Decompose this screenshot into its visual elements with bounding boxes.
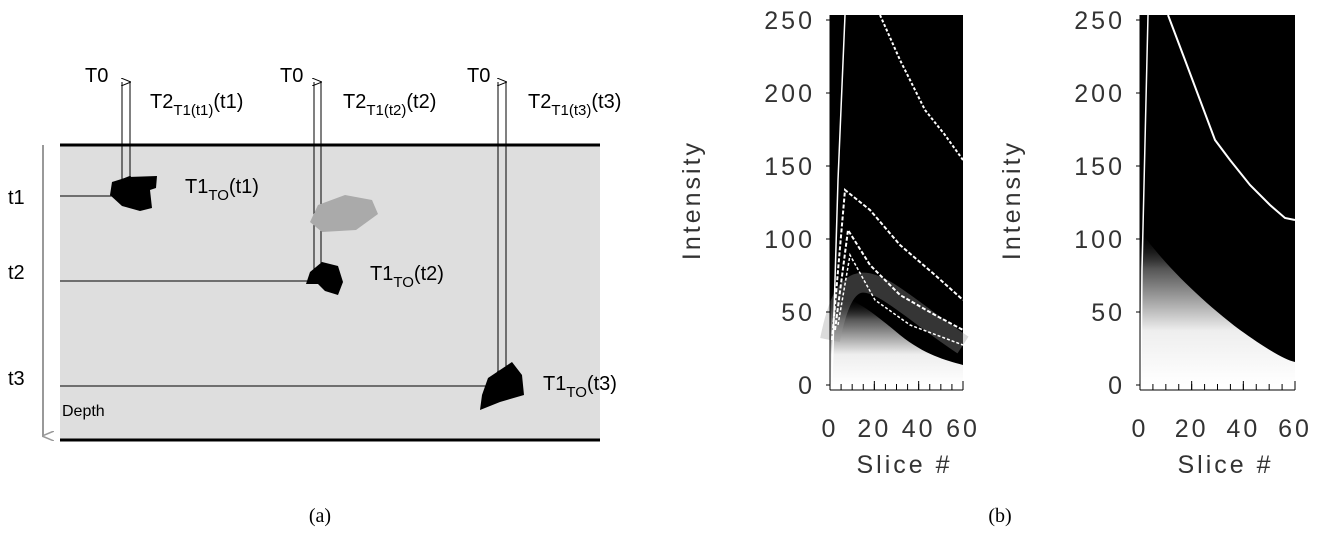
y-tick-label: 250 xyxy=(764,7,815,35)
x-axis-label: Slice # xyxy=(1177,451,1273,479)
x-tick-label: 60 xyxy=(946,415,980,443)
y-tick-label: 50 xyxy=(781,299,815,327)
depth-tick: t2 xyxy=(8,262,25,284)
transmit-label: T0 xyxy=(467,65,490,87)
label-sub: TO xyxy=(393,274,414,291)
y-tick-label: 250 xyxy=(1074,7,1125,35)
y-tick-label: 100 xyxy=(764,226,815,254)
label-sub: T1(t3) xyxy=(551,102,591,119)
label-main: T2 xyxy=(343,91,366,113)
x-tick-label: 20 xyxy=(1175,415,1209,443)
label-main: T1 xyxy=(185,176,208,198)
x-tick-label: 0 xyxy=(1132,415,1149,443)
transmit-label: T0 xyxy=(85,65,108,87)
depth-label: Depth xyxy=(62,403,105,420)
label-main: T1 xyxy=(370,263,393,285)
label-suffix: (t2) xyxy=(414,263,444,285)
label-suffix: (t1) xyxy=(213,91,243,113)
label-main: T2 xyxy=(150,91,173,113)
return-label: T2T1(t1)(t1) xyxy=(150,91,243,119)
x-axis-label: Slice # xyxy=(856,451,952,479)
y-tick-label: 150 xyxy=(1074,153,1125,181)
label-suffix: (t2) xyxy=(406,91,436,113)
y-tick-label: 0 xyxy=(798,372,815,400)
figure: (a) (b) Depth T0T0T0T2T1(t1)(t1)T2T1(t2)… xyxy=(0,0,1324,540)
caption: (a) xyxy=(309,505,331,527)
caption: (b) xyxy=(988,505,1011,527)
x-tick-label: 40 xyxy=(1226,415,1260,443)
y-tick-label: 200 xyxy=(764,80,815,108)
transmit-label: T0 xyxy=(280,65,303,87)
label-sub: TO xyxy=(208,187,229,204)
y-tick-label: 150 xyxy=(764,153,815,181)
label-suffix: (t1) xyxy=(229,176,259,198)
panel-a xyxy=(43,82,600,440)
label-sub: T1(t2) xyxy=(366,102,406,119)
panel-b-images xyxy=(830,15,1295,385)
depth-tick: t3 xyxy=(8,368,25,390)
x-tick-label: 40 xyxy=(902,415,936,443)
y-tick-label: 0 xyxy=(1108,372,1125,400)
x-tick-label: 0 xyxy=(822,415,839,443)
depth-tick: t1 xyxy=(8,187,25,209)
label-sub: T1(t1) xyxy=(173,102,213,119)
y-tick-label: 50 xyxy=(1091,299,1125,327)
x-tick-label: 20 xyxy=(857,415,891,443)
label-main: T2 xyxy=(528,91,551,113)
label-suffix: (t3) xyxy=(591,91,621,113)
x-tick-label: 60 xyxy=(1278,415,1312,443)
label-suffix: (t3) xyxy=(587,373,617,395)
y-tick-label: 100 xyxy=(1074,226,1125,254)
y-axis-label: Intensity xyxy=(998,140,1026,260)
y-tick-label: 200 xyxy=(1074,80,1125,108)
return-label: T2T1(t2)(t2) xyxy=(343,91,436,119)
return-label: T2T1(t3)(t3) xyxy=(528,91,621,119)
label-main: T1 xyxy=(543,373,566,395)
y-axis-label: Intensity xyxy=(678,140,706,260)
label-sub: TO xyxy=(566,384,587,401)
